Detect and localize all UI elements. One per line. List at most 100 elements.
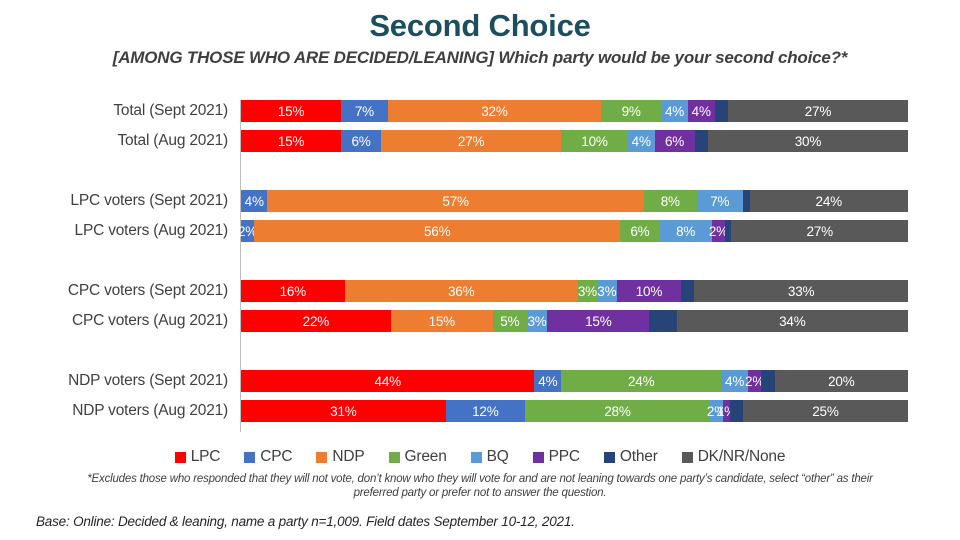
bar-segment-cpc: 6%: [341, 130, 382, 152]
legend-swatch-icon: [174, 451, 186, 463]
bar-segment-green: 5%: [492, 310, 527, 332]
legend-item-ndp: NDP: [316, 448, 365, 466]
segment-value-label: 7%: [710, 193, 730, 209]
segment-value-label: 28%: [604, 403, 631, 419]
chart-rows: Total (Sept 2021) 15% 7% 32% 9% 4% 4% 27% Total …: [0, 100, 960, 422]
segment-value-label: 4%: [538, 373, 558, 389]
bar-segment-green: 8%: [643, 190, 697, 212]
bar-segment-green: 10%: [561, 130, 628, 152]
segment-value-label: 56%: [423, 223, 451, 239]
chart-row: NDP voters (Sept 2021) 44% 4% 24% 4% 2% 20%: [0, 370, 960, 392]
bar-segment-dk-nr-none: 25%: [742, 400, 908, 422]
chart-row: Total (Aug 2021) 15% 6% 27% 10% 4% 6% 30%: [0, 130, 960, 152]
bar-segment-bq: 3%: [597, 280, 617, 302]
bar-segment-bq: 4%: [721, 370, 748, 392]
bar-stack: 15% 6% 27% 10% 4% 6% 30%: [240, 130, 908, 152]
bar-segment-green: 28%: [524, 400, 710, 422]
footnote: *Excludes those who responded that they …: [87, 473, 873, 500]
bar-segment-ndp: 15%: [390, 310, 493, 332]
segment-value-label: 2%: [745, 373, 765, 389]
segment-value-label: 6%: [630, 223, 650, 239]
legend-item-bq: BQ: [470, 448, 509, 466]
bar-segment-cpc: 2%: [238, 220, 257, 242]
bar-segment-bq: 3%: [526, 310, 548, 332]
stacked-bar-chart: Total (Sept 2021) 15% 7% 32% 9% 4% 4% 27% Total …: [0, 100, 960, 430]
segment-value-label: 15%: [277, 103, 305, 119]
segment-value-label: 4%: [691, 103, 711, 119]
segment-value-label: 33%: [787, 283, 815, 299]
bar-segment-ndp: 27%: [381, 130, 562, 152]
segment-value-label: 9%: [621, 103, 641, 119]
bar-segment-ndp: 57%: [267, 190, 644, 212]
segment-value-label: 5%: [500, 313, 520, 329]
row-label: CPC voters (Aug 2021): [71, 312, 228, 329]
segment-value-label: 4%: [244, 193, 264, 209]
segment-value-label: 8%: [676, 223, 696, 239]
segment-value-label: 8%: [660, 193, 680, 209]
bar-stack: 44% 4% 24% 4% 2% 20%: [240, 370, 909, 392]
bar-stack: 31% 12% 28% 2% 1% 25%: [240, 400, 908, 422]
segment-value-label: 24%: [628, 373, 655, 389]
legend-item-other: Other: [603, 448, 658, 466]
row-label: CPC voters (Sept 2021): [67, 282, 228, 299]
bar-segment-green: 9%: [601, 100, 662, 122]
bar-segment-cpc: 4%: [241, 190, 268, 212]
bar-segment-ndp: 32%: [387, 100, 602, 122]
bar-segment-other: [649, 310, 677, 332]
row-label: Total (Aug 2021): [117, 132, 228, 149]
legend-label: Other: [619, 448, 658, 465]
bar-segment-cpc: 7%: [341, 100, 388, 122]
bar-segment-lpc: 31%: [241, 400, 446, 422]
segment-value-label: 32%: [481, 103, 508, 119]
bar-segment-cpc: 4%: [534, 370, 562, 392]
legend-label: DK/NR/None: [697, 448, 786, 465]
bar-segment-lpc: 44%: [241, 370, 535, 392]
bar-segment-ndp: 36%: [344, 280, 578, 302]
bar-segment-bq: 8%: [659, 220, 712, 242]
chart-row: Total (Sept 2021) 15% 7% 32% 9% 4% 4% 27%: [0, 100, 960, 122]
segment-value-label: 30%: [794, 133, 822, 149]
segment-value-label: 16%: [279, 283, 307, 299]
legend-label: BQ: [486, 448, 509, 465]
bar-segment-dk-nr-none: 24%: [749, 190, 909, 212]
bar-segment-ndp: 56%: [254, 220, 621, 242]
legend-item-ppc: PPC: [532, 448, 580, 466]
segment-value-label: 24%: [815, 193, 843, 209]
legend-label: CPC: [260, 448, 293, 465]
legend-item-cpc: CPC: [244, 448, 293, 466]
bar-stack: 4% 57% 8% 7% 24%: [240, 190, 909, 212]
bar-stack: 2% 56% 6% 8% 2% 27%: [238, 220, 909, 242]
legend-item-green: Green: [388, 448, 447, 466]
legend-swatch-icon: [316, 451, 328, 463]
chart-row: NDP voters (Aug 2021) 31% 12% 28% 2% 1% 25%: [0, 400, 960, 422]
chart-subtitle: [AMONG THOSE WHO ARE DECIDED/LEANING] Wh…: [112, 48, 848, 67]
row-label: NDP voters (Aug 2021): [72, 402, 228, 419]
bar-segment-cpc: 12%: [445, 400, 525, 422]
bar-segment-other: [761, 370, 775, 392]
segment-value-label: 4%: [725, 373, 745, 389]
segment-value-label: 27%: [804, 103, 832, 119]
legend-label: Green: [404, 448, 447, 465]
legend: LPC CPC NDP Green BQ PPC Other DK/NR/None: [0, 448, 960, 466]
bar-stack: 16% 36% 3% 3% 10% 33%: [240, 280, 908, 302]
legend-item-lpc: LPC: [174, 448, 220, 466]
row-label: LPC voters (Aug 2021): [74, 222, 229, 239]
segment-value-label: 27%: [806, 223, 834, 239]
bar-segment-dk-nr-none: 27%: [727, 100, 909, 122]
bar-segment-dk-nr-none: 30%: [707, 130, 908, 152]
bar-segment-other: [724, 220, 732, 242]
segment-value-label: 12%: [472, 403, 499, 419]
segment-value-label: 10%: [581, 133, 608, 149]
legend-swatch-icon: [532, 451, 544, 463]
bar-segment-other: [729, 400, 743, 422]
segment-value-label: 4%: [664, 103, 685, 119]
bar-segment-ppc: 2%: [745, 370, 765, 392]
segment-value-label: 25%: [812, 403, 839, 419]
chart-row: LPC voters (Sept 2021) 4% 57% 8% 7% 24%: [0, 190, 960, 212]
bar-segment-ppc: 1%: [717, 400, 736, 422]
bar-segment-lpc: 15%: [241, 100, 342, 122]
bar-segment-dk-nr-none: 33%: [694, 280, 908, 302]
segment-value-label: 2%: [706, 403, 727, 419]
segment-value-label: 6%: [351, 133, 371, 149]
